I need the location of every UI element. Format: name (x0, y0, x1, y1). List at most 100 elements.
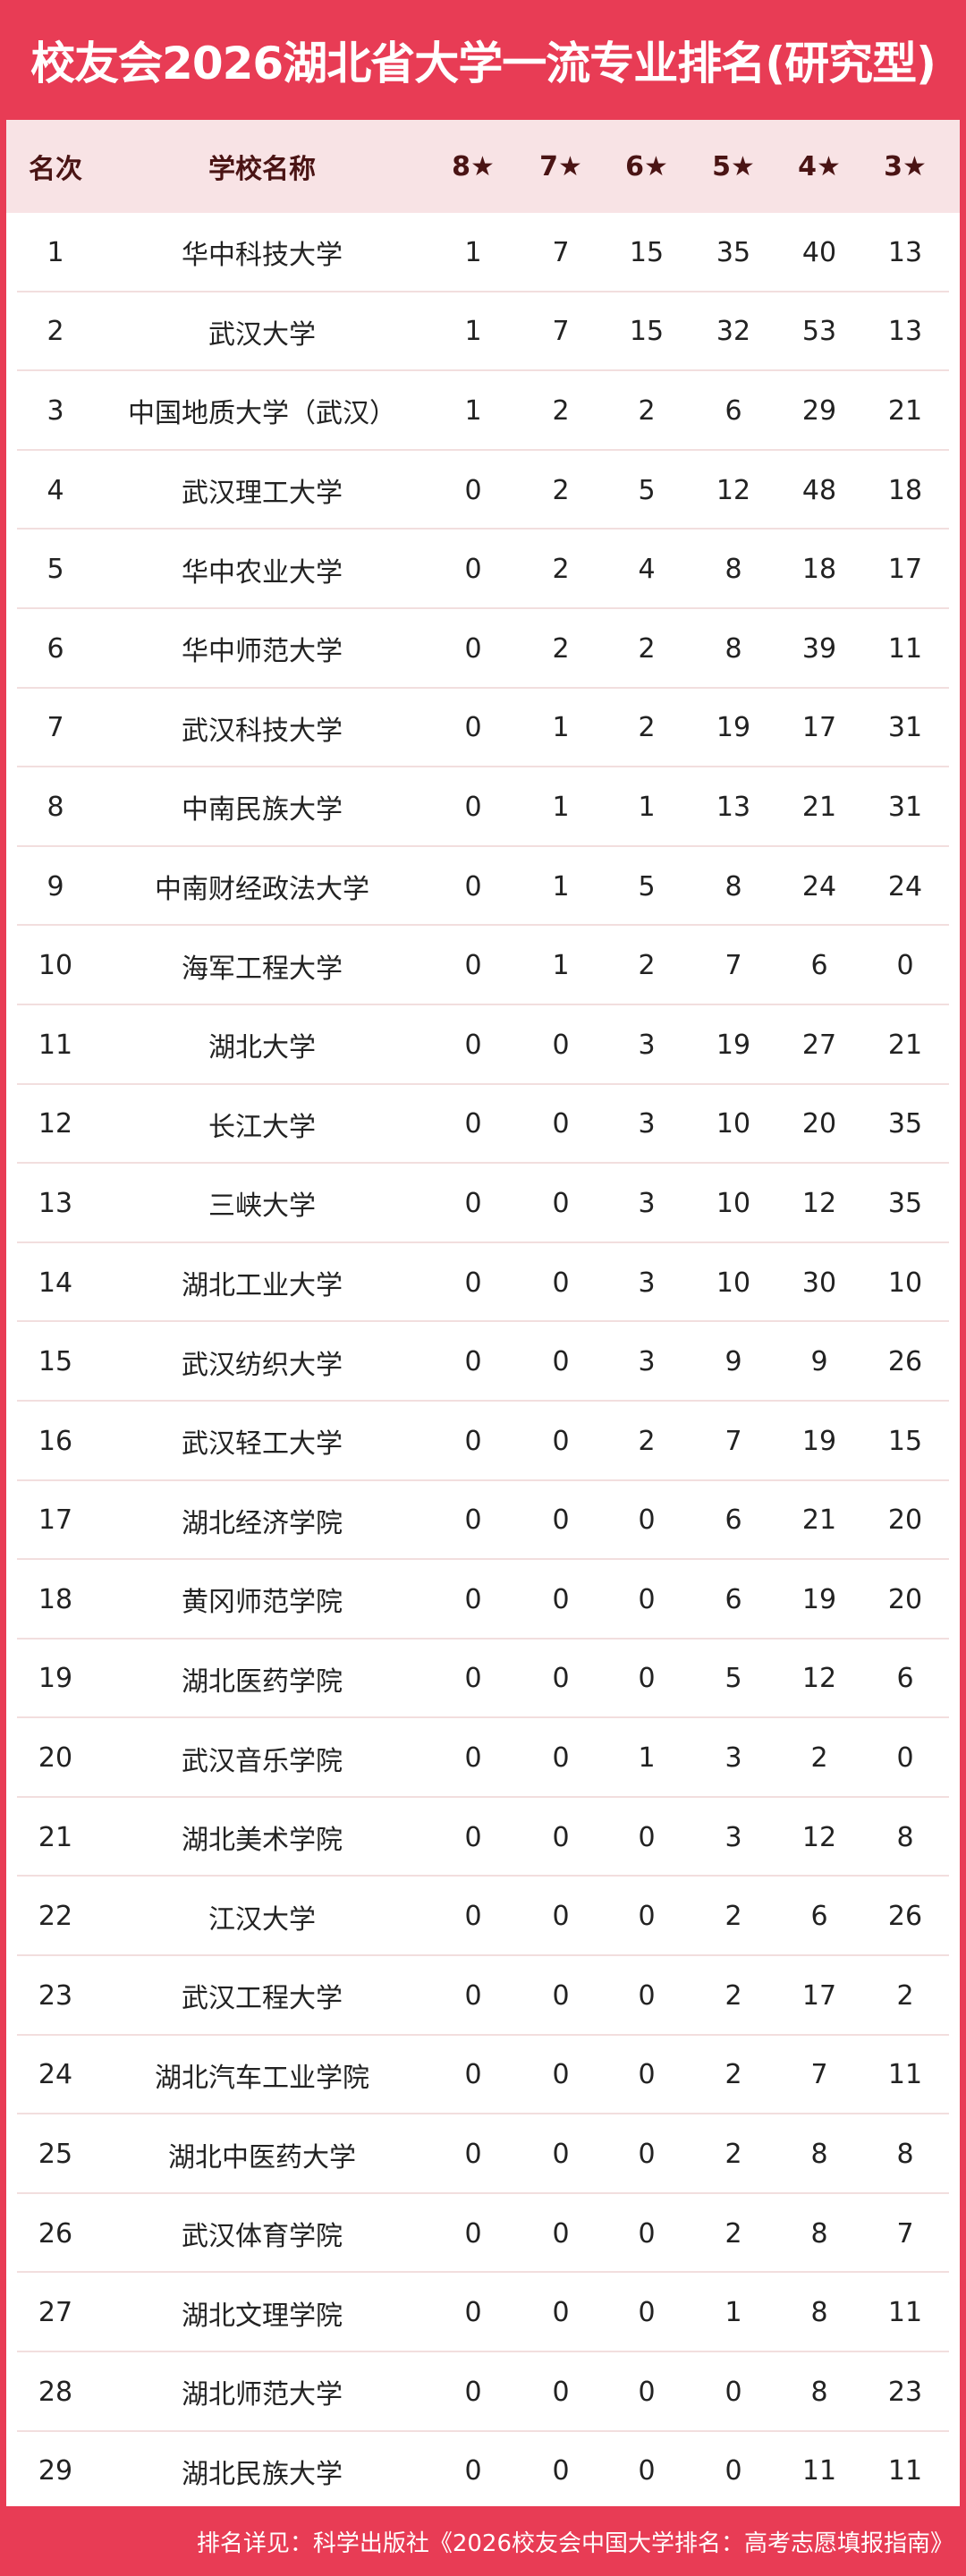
school-name-cell: 武汉科技大学 (182, 715, 343, 747)
count-cell: 0 (638, 1504, 656, 1537)
rank-cell: 24 (38, 2059, 73, 2091)
count-cell: 3 (638, 1029, 656, 1061)
count-cell: 0 (638, 2217, 656, 2250)
count-cell: 31 (887, 791, 923, 823)
count-cell: 5 (724, 1663, 742, 1695)
page-title: 校友会2026湖北省大学一流专业排名(研究型) (30, 38, 936, 89)
table-row: 5 华中农业大学 0 2 4 8 18 17 (6, 530, 960, 609)
count-cell: 0 (464, 1346, 482, 1378)
count-cell: 9 (724, 1346, 742, 1378)
count-cell: 6 (724, 1504, 742, 1537)
count-cell: 1 (552, 950, 570, 982)
rank-cell: 27 (38, 2297, 73, 2329)
count-cell: 0 (552, 1108, 570, 1140)
count-cell: 13 (887, 236, 923, 268)
column-header: 学校名称 (208, 154, 316, 185)
column-header: 7★ (539, 150, 582, 182)
count-cell: 17 (801, 1979, 837, 2012)
rank-cell: 2 (47, 316, 64, 348)
rank-cell: 20 (38, 1742, 73, 1775)
column-header: 名次 (29, 154, 82, 185)
column-header: 8★ (452, 150, 495, 182)
count-cell: 17 (801, 712, 837, 744)
count-cell: 0 (552, 1346, 570, 1378)
count-cell: 18 (887, 474, 923, 506)
count-cell: 0 (464, 791, 482, 823)
rank-cell: 17 (38, 1504, 73, 1537)
count-cell: 0 (464, 712, 482, 744)
count-cell: 0 (724, 2455, 742, 2487)
school-name-cell: 华中师范大学 (182, 636, 343, 668)
school-name-cell: 武汉纺织大学 (182, 1349, 343, 1381)
count-cell: 7 (552, 316, 570, 348)
table-row: 14 湖北工业大学 0 0 3 10 30 10 (6, 1243, 960, 1323)
count-cell: 10 (716, 1187, 751, 1219)
count-cell: 0 (638, 2455, 656, 2487)
count-cell: 35 (716, 236, 751, 268)
school-name-cell: 湖北文理学院 (182, 2300, 343, 2332)
count-cell: 0 (638, 2059, 656, 2091)
rank-cell: 12 (38, 1108, 73, 1140)
count-cell: 19 (801, 1583, 837, 1615)
count-cell: 6 (724, 1583, 742, 1615)
count-cell: 0 (638, 1821, 656, 1853)
school-name-cell: 湖北医药学院 (182, 1665, 343, 1698)
count-cell: 8 (724, 870, 742, 902)
table-row: 2 武汉大学 1 7 15 32 53 13 (6, 292, 960, 372)
count-cell: 7 (896, 2217, 914, 2250)
count-cell: 19 (716, 712, 751, 744)
count-cell: 8 (810, 2376, 828, 2408)
count-cell: 12 (716, 474, 751, 506)
column-header: 6★ (625, 150, 668, 182)
count-cell: 8 (810, 2139, 828, 2171)
count-cell: 0 (464, 2059, 482, 2091)
count-cell: 0 (552, 1583, 570, 1615)
count-cell: 23 (887, 2376, 923, 2408)
count-cell: 2 (896, 1979, 914, 2012)
count-cell: 0 (464, 2217, 482, 2250)
count-cell: 2 (638, 1425, 656, 1457)
count-cell: 11 (887, 2059, 923, 2091)
count-cell: 0 (464, 2139, 482, 2171)
table-body: 1 华中科技大学 1 7 15 35 40 13 2 武汉大学 1 7 15 32 53 13 3 中国地质大学（… (6, 213, 960, 2511)
rank-cell: 25 (38, 2139, 73, 2171)
count-cell: 20 (887, 1583, 923, 1615)
count-cell: 26 (887, 1346, 923, 1378)
count-cell: 2 (724, 2217, 742, 2250)
count-cell: 7 (810, 2059, 828, 2091)
count-cell: 1 (638, 791, 656, 823)
count-cell: 20 (887, 1504, 923, 1537)
school-name-cell: 中南财经政法大学 (155, 874, 369, 906)
rank-cell: 22 (38, 1901, 73, 1933)
count-cell: 0 (464, 1583, 482, 1615)
count-cell: 12 (801, 1663, 837, 1695)
table-row: 18 黄冈师范学院 0 0 0 6 19 20 (6, 1560, 960, 1640)
count-cell: 3 (638, 1187, 656, 1219)
column-header: 4★ (798, 150, 841, 182)
table-row: 10 海军工程大学 0 1 2 7 6 0 (6, 926, 960, 1005)
rank-cell: 23 (38, 1979, 73, 2012)
school-name-cell: 武汉工程大学 (182, 1983, 343, 2015)
rank-cell: 1 (47, 236, 64, 268)
count-cell: 10 (716, 1267, 751, 1299)
count-cell: 0 (464, 1108, 482, 1140)
table-row: 16 武汉轻工大学 0 0 2 7 19 15 (6, 1402, 960, 1481)
count-cell: 7 (724, 950, 742, 982)
count-cell: 0 (464, 2455, 482, 2487)
table-row: 9 中南财经政法大学 0 1 5 8 24 24 (6, 847, 960, 927)
count-cell: 2 (638, 632, 656, 665)
school-name-cell: 江汉大学 (208, 1903, 316, 1936)
count-cell: 0 (552, 2376, 570, 2408)
count-cell: 9 (810, 1346, 828, 1378)
rank-cell: 7 (47, 712, 64, 744)
count-cell: 0 (552, 1504, 570, 1537)
count-cell: 2 (638, 712, 656, 744)
count-cell: 3 (638, 1346, 656, 1378)
count-cell: 27 (801, 1029, 837, 1061)
count-cell: 0 (464, 1425, 482, 1457)
count-cell: 1 (552, 791, 570, 823)
table-row: 25 湖北中医药大学 0 0 0 2 8 8 (6, 2114, 960, 2194)
table-row: 21 湖北美术学院 0 0 0 3 12 8 (6, 1798, 960, 1877)
table-row: 26 武汉体育学院 0 0 0 2 8 7 (6, 2194, 960, 2274)
school-name-cell: 湖北汽车工业学院 (155, 2062, 369, 2094)
